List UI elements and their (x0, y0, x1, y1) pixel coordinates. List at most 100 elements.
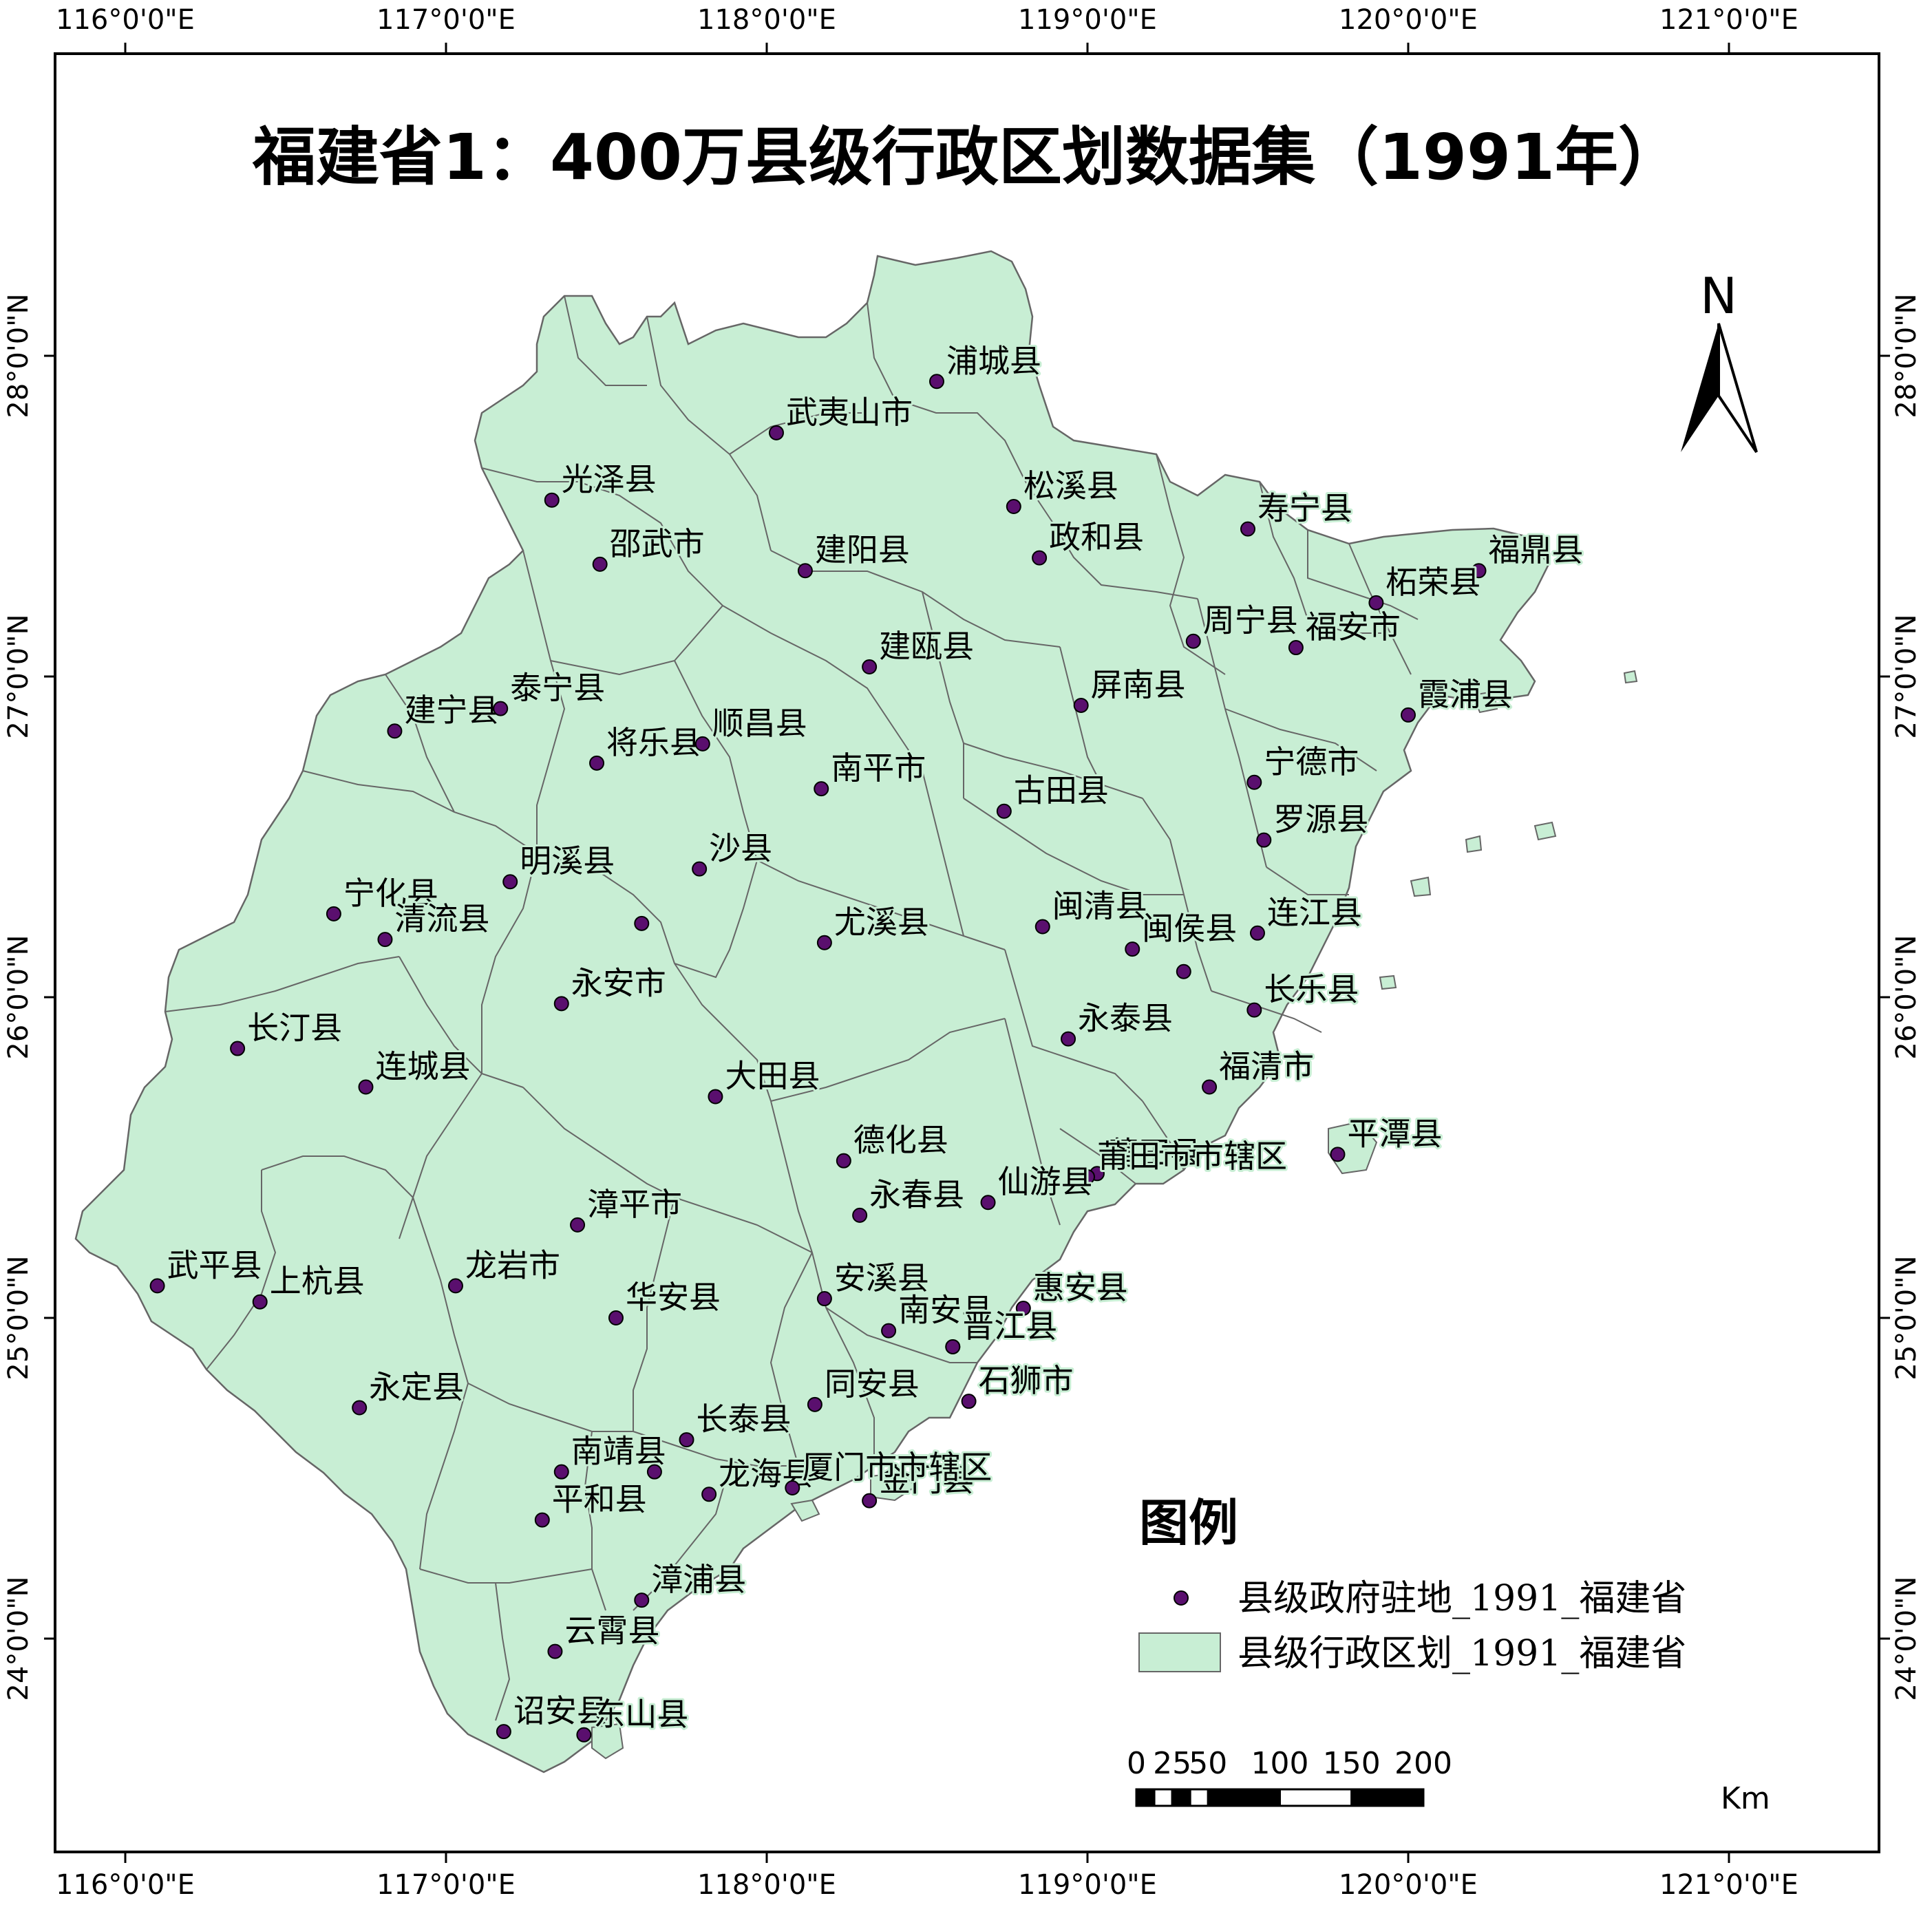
county-seat-point[interactable] (1246, 774, 1262, 790)
county-seat-point[interactable] (608, 1310, 624, 1325)
county-seat-point[interactable] (768, 425, 784, 440)
county-seat-point[interactable] (692, 861, 708, 877)
county-seat-point[interactable] (387, 723, 403, 739)
county-seat-point[interactable] (814, 781, 829, 797)
county-seat-point[interactable] (694, 736, 710, 752)
county-seat-point[interactable] (589, 755, 605, 771)
county-seat-point[interactable] (1368, 595, 1384, 610)
county-seat-point[interactable] (547, 1643, 563, 1659)
county-seat-label: 将乐县 (606, 724, 701, 761)
legend-polygon-symbol (1138, 1632, 1221, 1672)
lat-tick-label-right: 26°0'0"N (1891, 935, 1922, 1059)
county-seat-point[interactable] (980, 1195, 996, 1211)
county-seat-point[interactable] (816, 1291, 832, 1307)
county-seat-point[interactable] (836, 1153, 851, 1169)
county-seat-label: 龙海县 (719, 1455, 814, 1492)
county-seat-point[interactable] (1034, 919, 1050, 935)
county-seat-point[interactable] (1125, 941, 1140, 957)
county-seat-label: 永定县 (369, 1368, 464, 1405)
county-seat-point[interactable] (1249, 925, 1265, 941)
county-seat-point[interactable] (496, 1724, 511, 1740)
county-seat-point[interactable] (1240, 521, 1255, 537)
county-seat-point[interactable] (230, 1041, 246, 1056)
county-seat-label: 闽清县 (1052, 887, 1147, 924)
county-seat-point[interactable] (377, 932, 393, 948)
county-seat-point[interactable] (646, 1464, 662, 1480)
county-seat-point[interactable] (1288, 640, 1304, 656)
lon-tick-label-bottom: 119°0'0"E (1018, 1869, 1157, 1901)
county-seat-point[interactable] (862, 659, 878, 675)
county-seat-point[interactable] (996, 803, 1012, 819)
county-seat-point[interactable] (708, 1089, 723, 1105)
county-seat-point[interactable] (149, 1278, 165, 1294)
county-seat-point[interactable] (553, 996, 569, 1012)
county-seat-point[interactable] (1015, 1301, 1031, 1317)
county-seat-point[interactable] (326, 906, 341, 921)
county-seat-label: 福鼎县 (1489, 531, 1584, 568)
county-seat-point[interactable] (1246, 1002, 1262, 1018)
lon-tick-label-bottom: 121°0'0"E (1659, 1869, 1798, 1901)
county-seat-label: 南平市 (831, 749, 926, 787)
county-seat-point[interactable] (1080, 1169, 1095, 1184)
lat-tick-label-right: 27°0'0"N (1891, 614, 1922, 738)
lat-tick-label-left: 25°0'0"N (3, 1255, 34, 1380)
county-seat-point[interactable] (358, 1079, 374, 1095)
county-seat-point[interactable] (961, 1394, 977, 1409)
county-seat-label: 霞浦县 (1418, 676, 1513, 713)
county-seat-point[interactable] (1401, 707, 1416, 723)
county-seat-point[interactable] (1256, 832, 1272, 848)
county-seat-point[interactable] (252, 1294, 268, 1310)
county-seat-point[interactable] (534, 1512, 550, 1528)
county-seat-point[interactable] (852, 1207, 868, 1223)
county-seat-point[interactable] (544, 492, 560, 508)
county-seat-point[interactable] (634, 915, 650, 931)
legend-title: 图例 (1139, 1494, 1238, 1552)
county-seat-point[interactable] (1176, 963, 1191, 979)
county-seat-point[interactable] (447, 1278, 463, 1294)
county-seat-point[interactable] (679, 1432, 694, 1448)
county-seat-point[interactable] (701, 1487, 717, 1502)
county-seat-label: 长泰县 (697, 1400, 792, 1438)
legend: 图例 县级政府驻地_1991_福建省 县级行政区划_1991_福建省 (1138, 1494, 1686, 1674)
county-seat-label: 清流县 (394, 900, 489, 937)
county-seat-point[interactable] (928, 374, 944, 390)
county-seat-point[interactable] (816, 935, 832, 950)
county-seat-point[interactable] (634, 1592, 650, 1608)
lon-tick-label-top: 117°0'0"E (376, 4, 516, 36)
north-label: N (1700, 267, 1737, 325)
county-seat-point[interactable] (592, 556, 608, 572)
county-seat-label: 建瓯县 (879, 628, 974, 665)
county-seat-point[interactable] (945, 1339, 961, 1354)
county-seat-point[interactable] (1330, 1147, 1346, 1162)
scale-bar-label: 150 (1323, 1746, 1381, 1781)
county-seat-label: 德化县 (853, 1122, 948, 1159)
county-seat-point[interactable] (493, 701, 509, 716)
county-seat-point[interactable] (862, 1493, 878, 1509)
county-seat-point[interactable] (1471, 563, 1487, 579)
county-seat-label: 东山县 (593, 1696, 688, 1733)
county-seat-point[interactable] (1202, 1079, 1218, 1095)
county-seat-point[interactable] (1006, 499, 1021, 515)
scale-bar-label: 100 (1251, 1746, 1309, 1781)
county-seat-point[interactable] (797, 563, 813, 579)
county-seat-point[interactable] (576, 1727, 592, 1743)
county-seat-point[interactable] (352, 1400, 368, 1416)
county-seat-label: 华安县 (626, 1279, 721, 1316)
lat-tick-label-left: 27°0'0"N (3, 614, 34, 738)
county-seat-point[interactable] (881, 1323, 897, 1339)
county-seat-point[interactable] (1032, 550, 1048, 566)
county-seat-point[interactable] (570, 1217, 586, 1233)
county-seat-point[interactable] (807, 1396, 822, 1412)
county-seat-label: 建宁县 (404, 692, 499, 729)
latitude-ticks: 28°0'0"N 28°0'0"N 27°0'0"N 27°0'0"N 26°0'0"N… (3, 293, 1922, 1701)
county-seat-label: 福清市 (1219, 1047, 1314, 1085)
county-seat-label: 武平县 (167, 1246, 262, 1283)
county-seat-point[interactable] (1185, 633, 1201, 649)
county-seat-point[interactable] (1073, 697, 1089, 713)
county-seat-point[interactable] (785, 1480, 800, 1495)
lat-tick-label-right: 28°0'0"N (1891, 293, 1922, 418)
county-seat-point[interactable] (553, 1464, 569, 1480)
county-seat-point[interactable] (502, 874, 518, 890)
county-seat-point[interactable] (1061, 1031, 1076, 1047)
